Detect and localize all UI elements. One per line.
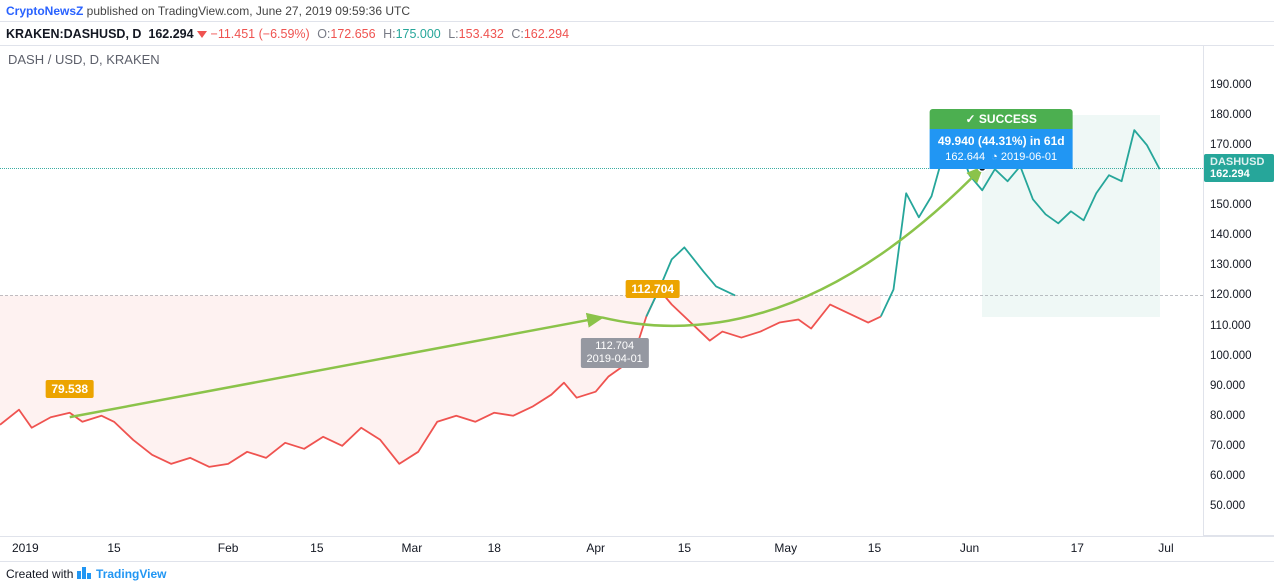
price-callout[interactable]: 79.538 xyxy=(45,380,94,398)
y-tick: 100.000 xyxy=(1210,350,1252,362)
y-tick: 120.000 xyxy=(1210,289,1252,301)
forecast-target: 162.644 ◔ 2019-06-01 xyxy=(938,149,1065,165)
x-tick: Apr xyxy=(586,541,605,555)
x-tick: 15 xyxy=(107,541,120,555)
forecast-arrow xyxy=(602,167,982,325)
x-tick: 15 xyxy=(310,541,323,555)
y-tick: 130.000 xyxy=(1210,259,1252,271)
x-tick: May xyxy=(774,541,797,555)
ticker-bar: KRAKEN:DASHUSD, D 162.294 −11.451 (−6.59… xyxy=(0,22,1274,46)
x-tick: 17 xyxy=(1071,541,1084,555)
last-price: 162.294 xyxy=(148,27,193,41)
x-tick: Jul xyxy=(1158,541,1173,555)
change-percent: (−6.59%) xyxy=(259,27,310,41)
x-tick: 15 xyxy=(678,541,691,555)
publish-info: published on TradingView.com, June 27, 2… xyxy=(83,4,410,18)
y-tick: 80.000 xyxy=(1210,410,1245,422)
y-tick: 140.000 xyxy=(1210,229,1252,241)
y-tick: 190.000 xyxy=(1210,79,1252,91)
price-callout[interactable]: 112.704 xyxy=(625,280,680,298)
y-axis[interactable]: 50.000 60.000 70.000 80.000 90.000 100.000 110… xyxy=(1204,46,1274,536)
publish-bar: CryptoNewsZ published on TradingView.com… xyxy=(0,0,1274,22)
value-low: 153.432 xyxy=(459,27,504,41)
price-callout[interactable]: 112.7042019-04-01 xyxy=(581,338,649,368)
y-tick: 180.000 xyxy=(1210,109,1252,121)
y-tick: 170.000 xyxy=(1210,139,1252,151)
price-chart[interactable]: DASH / USD, D, KRAKEN 79.538112.704112.7… xyxy=(0,46,1204,536)
x-tick: Feb xyxy=(218,541,239,555)
change-absolute: −11.451 xyxy=(211,27,256,41)
y-tick: 110.000 xyxy=(1210,320,1251,332)
y-tick: 150.000 xyxy=(1210,199,1252,211)
value-open: 172.656 xyxy=(330,27,375,41)
forecast-change: 49.940 (44.31%) in 61d xyxy=(938,133,1065,149)
x-tick: 2019 xyxy=(12,541,39,555)
footer: Created with TradingView xyxy=(0,562,1274,586)
x-tick: Jun xyxy=(960,541,979,555)
y-tick: 90.000 xyxy=(1210,380,1245,392)
x-tick: 15 xyxy=(868,541,881,555)
x-axis[interactable]: 2019 15 Feb 15 Mar 18 Apr 15 May 15 Jun 17 Jul xyxy=(0,536,1274,562)
label-open: O: xyxy=(317,27,330,41)
forecast-success-badge: ✓ SUCCESS xyxy=(930,109,1073,129)
label-close: C: xyxy=(511,27,524,41)
value-close: 162.294 xyxy=(524,27,569,41)
label-high: H: xyxy=(383,27,396,41)
tradingview-link[interactable]: TradingView xyxy=(96,567,166,581)
x-tick: 18 xyxy=(488,541,501,555)
tradingview-logo-icon xyxy=(77,567,93,579)
forecast-result[interactable]: ✓ SUCCESS 49.940 (44.31%) in 61d162.644 ◔… xyxy=(930,109,1073,169)
symbol[interactable]: KRAKEN:DASHUSD, D xyxy=(6,27,141,41)
publisher-name[interactable]: CryptoNewsZ xyxy=(6,4,83,18)
x-tick: Mar xyxy=(402,541,423,555)
value-high: 175.000 xyxy=(396,27,441,41)
price-axis-label: DASHUSD 162.294 xyxy=(1204,154,1274,182)
arrow-down-icon xyxy=(197,29,207,39)
label-low: L: xyxy=(448,27,458,41)
y-tick: 50.000 xyxy=(1210,500,1245,512)
y-tick: 70.000 xyxy=(1210,440,1245,452)
y-tick: 60.000 xyxy=(1210,470,1245,482)
